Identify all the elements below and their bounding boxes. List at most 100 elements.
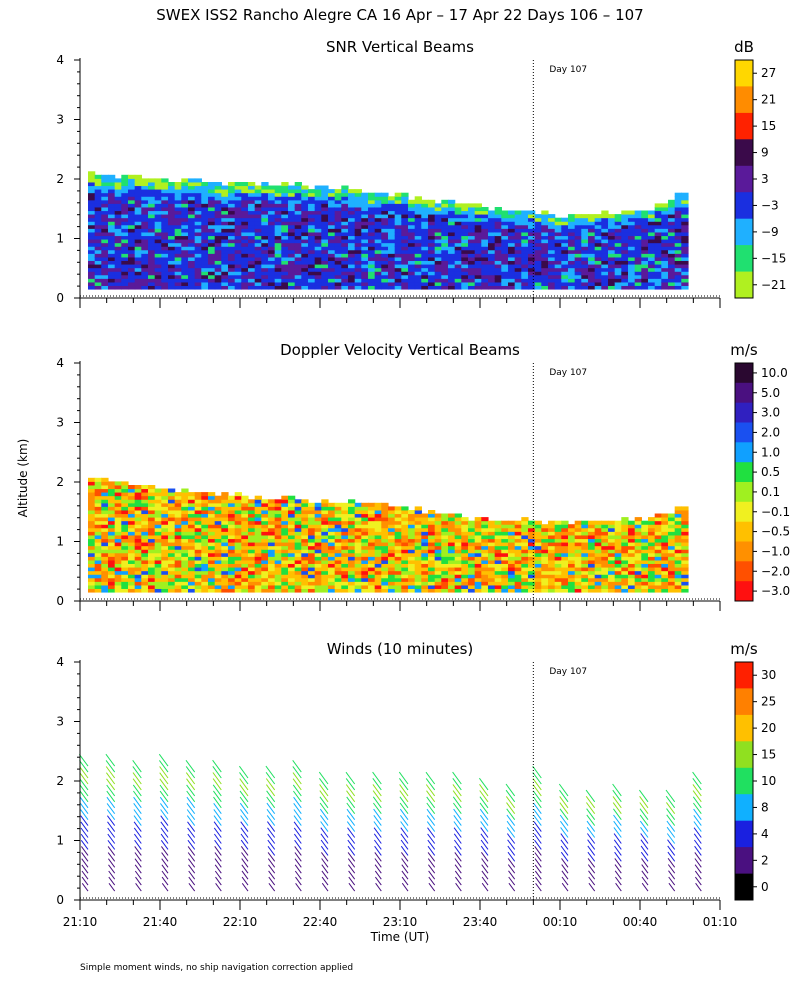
heatmap-cell <box>508 260 516 265</box>
heatmap-cell <box>248 260 256 265</box>
heatmap-cell <box>248 264 256 269</box>
heatmap-cell <box>288 199 296 204</box>
heatmap-cell <box>214 538 222 543</box>
heatmap-cell <box>308 520 316 525</box>
heatmap-cell <box>194 278 202 283</box>
heatmap-cell <box>454 535 462 540</box>
heatmap-cell <box>381 535 389 540</box>
heatmap-cell <box>121 584 129 589</box>
heatmap-cell <box>601 221 609 226</box>
heatmap-cell <box>168 189 176 194</box>
heatmap-cell <box>354 538 362 543</box>
heatmap-cell <box>361 535 369 540</box>
heatmap-cell <box>668 239 676 244</box>
heatmap-cell <box>234 207 242 212</box>
heatmap-cell <box>134 185 142 190</box>
heatmap-cell <box>174 531 182 536</box>
heatmap-cell <box>114 242 122 247</box>
heatmap-cell <box>248 556 256 561</box>
heatmap-cell <box>181 545 189 550</box>
heatmap-cell <box>508 574 516 579</box>
heatmap-cell <box>154 242 162 247</box>
wind-barb <box>187 833 196 844</box>
heatmap-cell <box>134 552 142 557</box>
heatmap-cell <box>101 524 109 529</box>
heatmap-cell <box>528 584 536 589</box>
wind-profile <box>318 771 329 892</box>
heatmap-cell <box>454 531 462 536</box>
heatmap-cell <box>668 527 676 532</box>
heatmap-cell <box>148 182 156 187</box>
heatmap-cell <box>101 281 109 286</box>
wind-barb <box>79 760 89 773</box>
heatmap-cell <box>534 249 542 254</box>
heatmap-cell <box>141 485 149 490</box>
heatmap-cell <box>461 552 469 557</box>
heatmap-cell <box>608 239 616 244</box>
heatmap-cell <box>334 199 342 204</box>
heatmap-cell <box>621 567 629 572</box>
heatmap-cell <box>588 524 596 529</box>
heatmap-cell <box>354 584 362 589</box>
heatmap-cell <box>421 556 429 561</box>
heatmap-cell <box>488 577 496 582</box>
heatmap-cell <box>134 520 142 525</box>
heatmap-cell <box>274 577 282 582</box>
heatmap-cell <box>554 256 562 261</box>
heatmap-cell <box>388 274 396 279</box>
heatmap-cell <box>574 274 582 279</box>
heatmap-cell <box>594 267 602 272</box>
heatmap-cell <box>361 524 369 529</box>
heatmap-cell <box>168 549 176 554</box>
heatmap-cell <box>341 274 349 279</box>
heatmap-cell <box>314 203 322 208</box>
heatmap-cell <box>501 581 509 586</box>
heatmap-cell <box>321 246 329 251</box>
heatmap-cell <box>588 214 596 219</box>
heatmap-cell <box>268 499 276 504</box>
heatmap-cell <box>561 549 569 554</box>
heatmap-cell <box>228 527 236 532</box>
heatmap-cell <box>328 281 336 286</box>
heatmap-cell <box>501 559 509 564</box>
heatmap-cell <box>181 232 189 237</box>
heatmap-cell <box>288 527 296 532</box>
heatmap-cell <box>221 531 229 536</box>
heatmap-cell <box>88 192 96 197</box>
heatmap-cell <box>248 249 256 254</box>
heatmap-cell <box>368 239 376 244</box>
heatmap-cell <box>241 527 249 532</box>
heatmap-cell <box>221 535 229 540</box>
heatmap-cell <box>88 185 96 190</box>
heatmap-cell <box>208 267 216 272</box>
heatmap-cell <box>128 185 136 190</box>
heatmap-cell <box>348 210 356 215</box>
heatmap-cell <box>88 577 96 582</box>
heatmap-cell <box>114 531 122 536</box>
heatmap-cell <box>108 488 116 493</box>
heatmap-cell <box>108 274 116 279</box>
heatmap-cell <box>541 214 549 219</box>
heatmap-cell <box>528 253 536 258</box>
heatmap-cell <box>374 517 382 522</box>
heatmap-cell <box>281 559 289 564</box>
heatmap-cell <box>648 542 656 547</box>
heatmap-cell <box>234 513 242 518</box>
heatmap-cell <box>154 267 162 272</box>
heatmap-cell <box>488 271 496 276</box>
heatmap-cell <box>381 271 389 276</box>
heatmap-cell <box>294 545 302 550</box>
heatmap-cell <box>428 574 436 579</box>
heatmap-cell <box>174 527 182 532</box>
heatmap-cell <box>168 574 176 579</box>
heatmap-cell <box>248 520 256 525</box>
heatmap-cell <box>568 552 576 557</box>
heatmap-cell <box>408 559 416 564</box>
heatmap-cell <box>248 217 256 222</box>
heatmap-cell <box>88 520 96 525</box>
heatmap-cell <box>594 253 602 258</box>
heatmap-cell <box>161 192 169 197</box>
heatmap-cell <box>468 249 476 254</box>
heatmap-cell <box>528 570 536 575</box>
heatmap-cell <box>461 527 469 532</box>
